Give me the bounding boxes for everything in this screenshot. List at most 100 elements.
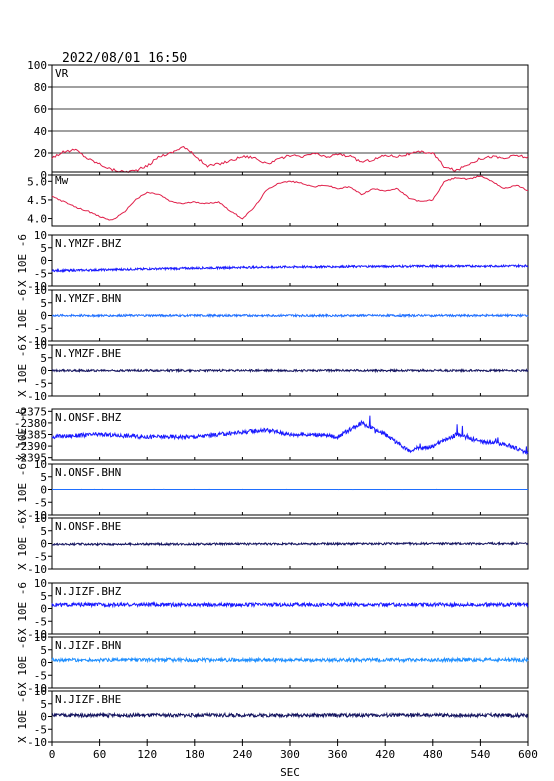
y-tick-label: 60 bbox=[34, 103, 47, 116]
series-line bbox=[51, 175, 529, 221]
x-axis-ticks: 0 60 120 180 240 300 360 420 480 540 600 bbox=[49, 742, 538, 761]
y-axis-label: X 10E -6 bbox=[16, 408, 29, 461]
series-line bbox=[51, 540, 529, 547]
y-tick-label: 10 bbox=[34, 577, 47, 590]
y-tick-label: -2390 bbox=[14, 440, 47, 453]
panel-vr: 0 20 40 60 80 100 VR bbox=[27, 59, 529, 182]
series-line bbox=[51, 601, 529, 609]
y-tick-label: -5 bbox=[34, 267, 47, 280]
y-tick-label: -5 bbox=[34, 377, 47, 390]
y-tick-label: 10 bbox=[34, 512, 47, 525]
series-line bbox=[51, 263, 529, 274]
panel-frame bbox=[51, 582, 529, 635]
y-tick-label: 5 bbox=[40, 590, 47, 603]
panel-title: N.JIZF.BHN bbox=[55, 639, 121, 652]
y-tick-label: 5 bbox=[40, 352, 47, 365]
y-tick-label: -5 bbox=[34, 615, 47, 628]
series-line bbox=[51, 656, 529, 664]
x-tick-label: 120 bbox=[137, 748, 157, 761]
y-tick-label: 0 bbox=[40, 484, 47, 497]
y-axis-label: X 10E -6 bbox=[16, 463, 29, 516]
y-tick-label: -10 bbox=[27, 736, 47, 749]
x-tick-label: 360 bbox=[328, 748, 348, 761]
y-tick-label: 5 bbox=[40, 698, 47, 711]
x-tick-label: 180 bbox=[185, 748, 205, 761]
y-tick-label: -5 bbox=[34, 550, 47, 563]
y-axis-label: X 10E -6 bbox=[16, 344, 29, 397]
y-tick-label: -2395 bbox=[14, 452, 47, 465]
timestamp-title: 2022/08/01 16:50 bbox=[62, 51, 187, 66]
y-tick-label: 10 bbox=[34, 339, 47, 352]
y-tick-label: -5 bbox=[34, 723, 47, 736]
y-tick-label: 10 bbox=[34, 229, 47, 242]
y-tick-label: 10 bbox=[34, 284, 47, 297]
x-tick-label: 540 bbox=[470, 748, 490, 761]
y-axis-label: X 10E -6 bbox=[16, 636, 29, 689]
panel-title: Mw bbox=[55, 174, 69, 187]
x-tick-label: 60 bbox=[93, 748, 106, 761]
y-tick-label: 4.5 bbox=[27, 194, 47, 207]
y-tick-label: -2375 bbox=[14, 405, 47, 418]
y-tick-label: -2385 bbox=[14, 429, 47, 442]
panel-frame bbox=[51, 171, 529, 227]
y-tick-label: 10 bbox=[34, 458, 47, 471]
y-tick-label: 5 bbox=[40, 525, 47, 538]
x-tick-label: 600 bbox=[518, 748, 538, 761]
y-tick-label: 10 bbox=[34, 685, 47, 698]
panel-title: N.YMZF.BHE bbox=[55, 347, 121, 360]
panel-title: N.ONSF.BHZ bbox=[55, 411, 122, 424]
y-tick-label: -5 bbox=[34, 322, 47, 335]
y-tick-label: -10 bbox=[27, 509, 47, 522]
panel-title: N.JIZF.BHE bbox=[55, 693, 121, 706]
y-tick-label: 5.0 bbox=[27, 175, 47, 188]
y-tick-label: 0 bbox=[40, 255, 47, 268]
panel-title: N.YMZF.BHN bbox=[55, 292, 121, 305]
y-tick-label: -5 bbox=[34, 496, 47, 509]
panel-title: N.ONSF.BHN bbox=[55, 466, 121, 479]
y-tick-label: 5 bbox=[40, 242, 47, 255]
series-line bbox=[51, 711, 528, 719]
x-tick-label: 300 bbox=[280, 748, 300, 761]
y-tick-label: 5 bbox=[40, 644, 47, 657]
series-line bbox=[51, 146, 529, 174]
panel-mw: 4.0 4.5 5.0 Mw bbox=[27, 171, 529, 227]
y-tick-label: -10 bbox=[27, 682, 47, 695]
panel-frame bbox=[51, 234, 529, 287]
panel-title: N.JIZF.BHZ bbox=[55, 585, 122, 598]
y-tick-label: 20 bbox=[34, 147, 47, 160]
panel-frame bbox=[51, 636, 529, 689]
y-tick-label: 0 bbox=[40, 711, 47, 724]
y-axis-label: X 10E -6 bbox=[16, 234, 29, 287]
y-tick-label: 0 bbox=[40, 365, 47, 378]
panel-title: VR bbox=[55, 67, 69, 80]
y-axis-label: X 10E -6 bbox=[16, 289, 29, 342]
y-tick-label: -10 bbox=[27, 563, 47, 576]
panel-frame bbox=[51, 64, 529, 176]
panel-title: N.YMZF.BHZ bbox=[55, 237, 122, 250]
y-tick-label: -10 bbox=[27, 390, 47, 403]
y-tick-label: 0 bbox=[40, 169, 47, 182]
y-tick-label: 0 bbox=[40, 310, 47, 323]
x-tick-label: 0 bbox=[49, 748, 56, 761]
y-tick-label: 0 bbox=[40, 657, 47, 670]
y-axis-label: X 10E -6 bbox=[16, 517, 29, 570]
series-line bbox=[51, 415, 529, 456]
x-axis-label: SEC bbox=[280, 766, 300, 779]
y-tick-label: 0 bbox=[40, 538, 47, 551]
y-tick-label: 5 bbox=[40, 471, 47, 484]
panel-title: N.ONSF.BHE bbox=[55, 520, 121, 533]
x-tick-label: 240 bbox=[232, 748, 252, 761]
series-line bbox=[51, 312, 529, 319]
y-tick-label: 0 bbox=[40, 603, 47, 616]
